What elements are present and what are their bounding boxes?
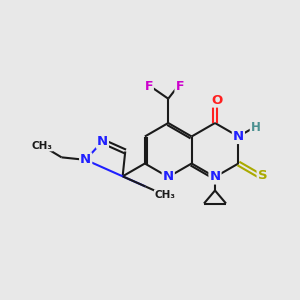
Text: N: N	[163, 170, 174, 184]
Text: F: F	[176, 80, 184, 93]
Text: S: S	[258, 169, 267, 182]
Text: F: F	[144, 80, 153, 93]
Text: O: O	[212, 94, 223, 106]
Text: N: N	[80, 153, 91, 167]
Text: N: N	[233, 130, 244, 143]
Text: CH₃: CH₃	[31, 140, 52, 151]
Text: N: N	[209, 170, 220, 184]
Text: CH₃: CH₃	[155, 190, 176, 200]
Text: H: H	[250, 121, 260, 134]
Text: N: N	[97, 135, 108, 148]
